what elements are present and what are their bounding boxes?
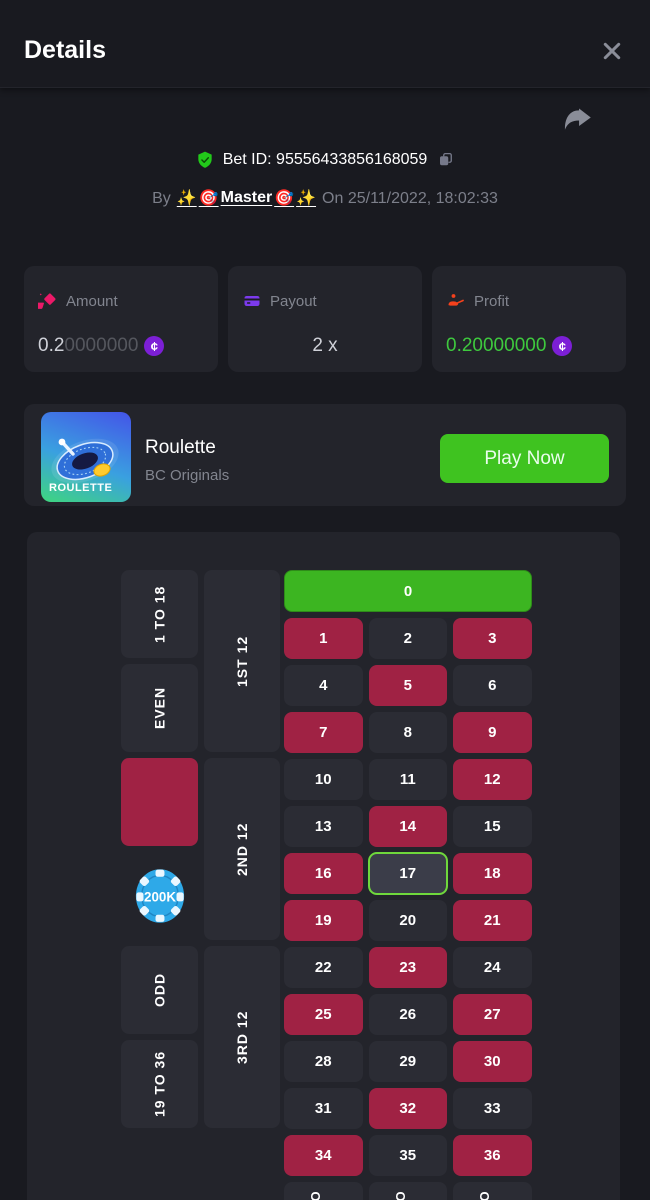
svg-text:200K: 200K xyxy=(144,889,176,904)
